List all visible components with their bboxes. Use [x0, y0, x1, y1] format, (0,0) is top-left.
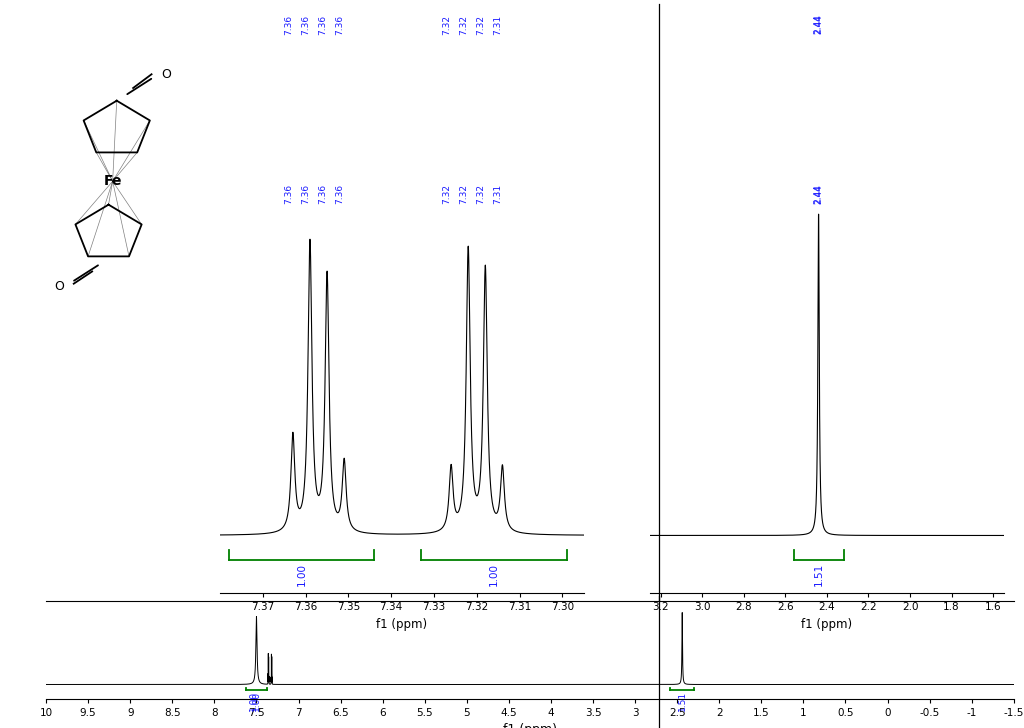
Text: 7.32: 7.32 [476, 184, 485, 205]
Text: 1.00: 1.00 [249, 691, 258, 711]
Text: 7.36: 7.36 [284, 15, 293, 35]
Text: 7.32: 7.32 [476, 15, 485, 34]
Text: 7.32: 7.32 [460, 15, 468, 34]
Text: 7.36: 7.36 [318, 15, 328, 35]
Text: 7.32: 7.32 [442, 184, 452, 205]
Text: Fe: Fe [103, 174, 122, 189]
Text: 7.31: 7.31 [494, 15, 503, 35]
Text: 7.32: 7.32 [460, 184, 468, 205]
Text: O: O [161, 68, 171, 81]
Text: 1.51: 1.51 [678, 691, 687, 711]
Text: 1.51: 1.51 [813, 563, 823, 586]
Text: 7.36: 7.36 [318, 184, 328, 205]
Text: 1.00: 1.00 [252, 691, 261, 711]
Text: O: O [54, 280, 65, 293]
Text: 7.36: 7.36 [301, 184, 310, 205]
Text: 2.44: 2.44 [814, 185, 823, 205]
Text: 7.36: 7.36 [284, 184, 293, 205]
X-axis label: f1 (ppm): f1 (ppm) [503, 724, 557, 728]
Text: 1.00: 1.00 [488, 563, 499, 586]
Text: 1.00: 1.00 [296, 563, 306, 586]
Text: 7.36: 7.36 [336, 184, 344, 205]
Text: 7.36: 7.36 [336, 15, 344, 35]
Text: 2.44: 2.44 [814, 15, 823, 34]
Text: 2.44: 2.44 [813, 15, 822, 34]
X-axis label: f1 (ppm): f1 (ppm) [377, 618, 427, 631]
X-axis label: f1 (ppm): f1 (ppm) [802, 618, 852, 631]
Text: 7.36: 7.36 [301, 15, 310, 35]
Text: 2.44: 2.44 [813, 185, 822, 205]
Text: 7.32: 7.32 [442, 15, 452, 34]
Text: 7.31: 7.31 [494, 184, 503, 205]
